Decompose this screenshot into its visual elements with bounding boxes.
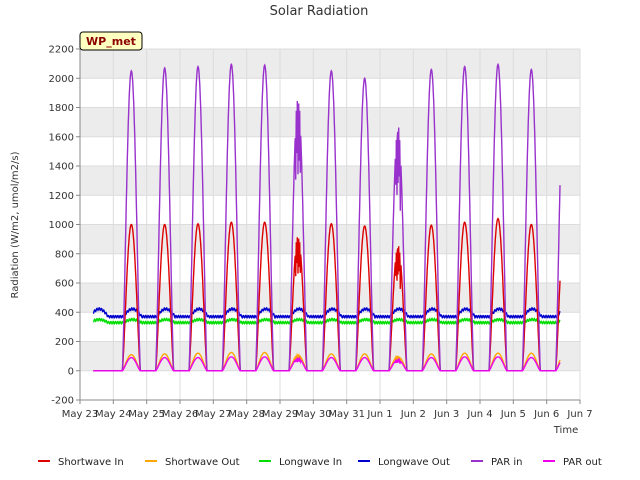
y-tick-label: 800 bbox=[55, 249, 74, 260]
annotation-box bbox=[79, 31, 143, 51]
y-tick-label: 400 bbox=[55, 308, 74, 319]
plot-band bbox=[80, 341, 580, 371]
plot-band bbox=[80, 166, 580, 196]
plot-band bbox=[80, 283, 580, 313]
x-tick-label: May 29 bbox=[262, 409, 299, 420]
x-tick-label: May 24 bbox=[95, 409, 132, 420]
annotation-label: WP_met bbox=[86, 35, 136, 48]
legend-label: Shortwave In bbox=[58, 457, 124, 468]
y-tick-label: 0 bbox=[68, 366, 74, 377]
y-tick-label: 1200 bbox=[49, 191, 74, 202]
y-tick-label: 2200 bbox=[49, 45, 74, 56]
legend-label: Longwave Out bbox=[378, 457, 450, 468]
y-tick-label: 1400 bbox=[49, 162, 74, 173]
x-tick-label: Jun 5 bbox=[500, 409, 526, 420]
x-tick-label: May 28 bbox=[228, 409, 265, 420]
x-tick-label: May 27 bbox=[195, 409, 232, 420]
x-tick-label: May 26 bbox=[162, 409, 199, 420]
y-tick-label: 2000 bbox=[49, 74, 74, 85]
x-tick-label: May 30 bbox=[295, 409, 332, 420]
y-tick-label: 1800 bbox=[49, 103, 74, 114]
axes: -200 0 200 400 600 800 1000 1200 1400 1600 1800 200… bbox=[49, 45, 593, 421]
legend: Shortwave In Shortwave Out Longwave In Long… bbox=[38, 457, 602, 468]
legend-label: PAR in bbox=[491, 457, 522, 468]
y-tick-label: -200 bbox=[51, 396, 74, 407]
legend-label: Longwave In bbox=[279, 457, 342, 468]
y-tick-label: 200 bbox=[55, 337, 74, 348]
x-tick-label: Jun 3 bbox=[433, 409, 459, 420]
x-tick-label: Jun 1 bbox=[366, 409, 392, 420]
legend-label: PAR out bbox=[563, 457, 602, 468]
y-tick-label: 1000 bbox=[49, 220, 74, 231]
plot-band bbox=[80, 107, 580, 137]
x-axis-title: Time bbox=[553, 425, 578, 436]
chart-title: Solar Radiation bbox=[270, 4, 369, 19]
series-layer bbox=[92, 62, 561, 372]
x-tick-label: Jun 2 bbox=[400, 409, 426, 420]
y-tick-label: 1600 bbox=[49, 132, 74, 143]
x-tick-label: May 25 bbox=[128, 409, 165, 420]
y-axis-title: Radiation (W/m2, umol/m2/s) bbox=[10, 151, 21, 298]
y-tick-label: 600 bbox=[55, 279, 74, 290]
x-tick-label: Jun 6 bbox=[533, 409, 559, 420]
x-tick-label: May 31 bbox=[328, 409, 365, 420]
x-tick-label: Jun 4 bbox=[466, 409, 492, 420]
wp-met-annotation: WP_met bbox=[79, 31, 143, 51]
x-tick-label: May 23 bbox=[62, 409, 99, 420]
legend-label: Shortwave Out bbox=[165, 457, 240, 468]
x-tick-label: Jun 7 bbox=[566, 409, 592, 420]
series-line-par-out bbox=[93, 356, 561, 372]
